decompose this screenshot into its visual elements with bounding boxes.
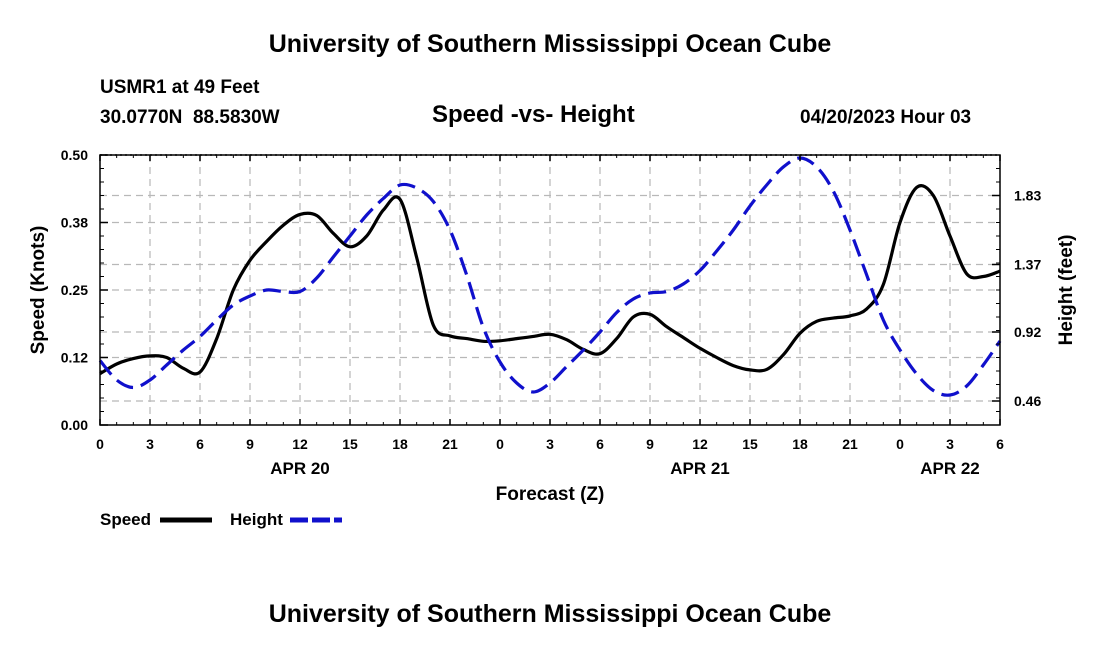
- speed-series-line: [99, 184, 1001, 376]
- x-tick-label: 3: [546, 436, 554, 452]
- x-tick-label: 9: [646, 436, 654, 452]
- station-coordinates: 30.0770N 88.5830W: [100, 107, 280, 128]
- y2-tick-label: 0.92: [1014, 324, 1041, 340]
- chart-subtitle: Speed -vs- Height: [432, 101, 635, 128]
- y2-axis-title: Height (feet): [1056, 235, 1077, 346]
- y-tick-label: 0.38: [61, 215, 88, 231]
- forecast-datetime: 04/20/2023 Hour 03: [800, 107, 972, 128]
- y-tick-label: 0.12: [61, 350, 88, 366]
- x-tick-label: 3: [146, 436, 154, 452]
- tick-layer: [99, 154, 1001, 426]
- x-tick-label: 3: [946, 436, 954, 452]
- legend-speed-label: Speed: [100, 510, 151, 529]
- station-label: USMR1 at 49 Feet: [100, 77, 260, 98]
- y-tick-label: 0.50: [61, 147, 88, 163]
- x-tick-label: 12: [692, 436, 708, 452]
- page-title-bottom: University of Southern Mississippi Ocean…: [268, 600, 832, 628]
- y2-tick-label: 1.37: [1014, 257, 1041, 273]
- x-tick-label: 18: [792, 436, 808, 452]
- x-tick-label: 0: [496, 436, 504, 452]
- x-tick-label: 18: [392, 436, 408, 452]
- x-tick-label: 6: [196, 436, 204, 452]
- x-date-label: APR 22: [920, 459, 980, 478]
- x-tick-label: 0: [896, 436, 904, 452]
- y2-tick-label: 0.46: [1014, 393, 1041, 409]
- x-tick-label: 12: [292, 436, 308, 452]
- page-title-top: University of Southern Mississippi Ocean…: [268, 30, 832, 58]
- x-tick-label: 6: [996, 436, 1004, 452]
- x-tick-label: 21: [442, 436, 458, 452]
- label-layer: 0 3 6 9 12 15 18 21 0 3 6 9 12 15 18 21 0 3 6 APR 20 APR 21 A…: [61, 147, 1042, 478]
- x-tick-label: 9: [246, 436, 254, 452]
- x-tick-label: 15: [342, 436, 358, 452]
- x-tick-label: 0: [96, 436, 104, 452]
- x-date-label: APR 21: [670, 459, 730, 478]
- x-tick-label: 15: [742, 436, 758, 452]
- legend-height-label: Height: [230, 510, 283, 529]
- x-tick-label: 6: [596, 436, 604, 452]
- y-tick-label: 0.25: [61, 282, 88, 298]
- x-tick-label: 21: [842, 436, 858, 452]
- y2-tick-label: 1.83: [1014, 188, 1041, 204]
- legend: Speed Height: [100, 510, 342, 529]
- series-layer: [98, 156, 1002, 397]
- height-series-line: [98, 156, 1002, 397]
- y-axis-title: Speed (Knots): [28, 226, 49, 355]
- x-date-label: APR 20: [270, 459, 330, 478]
- y-tick-label: 0.00: [61, 417, 88, 433]
- x-axis-title: Forecast (Z): [496, 484, 605, 505]
